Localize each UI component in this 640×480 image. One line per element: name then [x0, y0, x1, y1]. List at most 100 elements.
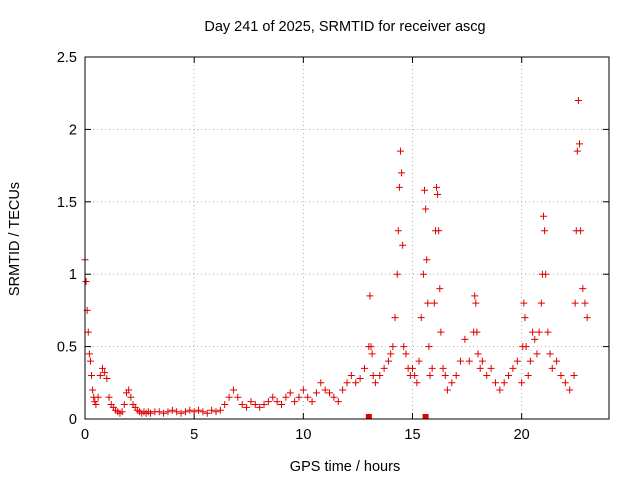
data-point: [461, 335, 469, 343]
data-point: [396, 147, 404, 155]
data-point: [570, 372, 578, 380]
data-point: [334, 398, 342, 406]
data-point: [513, 357, 521, 365]
data-point: [529, 328, 537, 336]
plot-area-frame: [84, 56, 610, 420]
data-point: [103, 374, 111, 382]
axis-ticks: 0 5 10 15 20 0 0.5 1 1.5 2 2.5: [57, 50, 609, 443]
y-tick-label: 1.5: [57, 195, 77, 211]
data-point: [84, 328, 92, 336]
x-axis-label: GPS time / hours: [290, 459, 400, 475]
data-point: [476, 364, 484, 372]
data-point: [553, 357, 561, 365]
data-point: [487, 364, 495, 372]
data-point: [411, 372, 419, 380]
data-point: [472, 299, 480, 307]
data-point: [155, 408, 163, 416]
data-point: [409, 364, 416, 372]
data-point: [295, 393, 303, 401]
data-point: [537, 299, 545, 307]
data-point: [371, 379, 379, 387]
data-point: [380, 364, 388, 372]
grid: [85, 57, 609, 419]
data-point: [127, 393, 135, 401]
y-tick-label: 2: [69, 122, 77, 138]
data-point: [221, 401, 229, 409]
data-point: [177, 409, 185, 417]
data-point: [520, 299, 528, 307]
x-tick-label: 0: [81, 427, 89, 443]
data-point: [247, 398, 255, 406]
data-point: [216, 406, 224, 414]
y-tick-label: 2.5: [57, 50, 77, 66]
data-point: [369, 372, 377, 380]
data-point: [491, 379, 499, 387]
data-point: [181, 408, 189, 416]
data-point: [413, 379, 421, 387]
data-point: [561, 379, 569, 387]
data-point: [436, 285, 444, 293]
data-point: [360, 364, 368, 372]
data-point: [522, 343, 530, 351]
data-point: [190, 408, 198, 416]
data-point: [457, 357, 465, 365]
data-point: [173, 408, 181, 416]
data-point: [234, 393, 242, 401]
data-point: [483, 372, 491, 380]
data-point: [164, 408, 172, 416]
data-point: [443, 386, 451, 394]
data-point: [391, 314, 399, 322]
data-point: [282, 393, 290, 401]
data-point: [212, 408, 220, 416]
data-point: [273, 398, 281, 406]
x-tick-label: 20: [514, 427, 530, 443]
data-point: [437, 328, 445, 336]
data-point: [330, 393, 338, 401]
data-point: [448, 379, 456, 387]
data-point: [566, 386, 574, 394]
data-point: [96, 372, 104, 380]
data-point: [426, 372, 434, 380]
data-point: [557, 372, 565, 380]
data-point: [425, 343, 433, 351]
data-point: [399, 241, 407, 249]
data-point: [299, 386, 307, 394]
data-point: [402, 350, 410, 358]
data-point: [120, 401, 128, 409]
data-point: [347, 372, 355, 380]
y-tick-label: 0: [69, 412, 77, 428]
data-point: [86, 357, 94, 365]
data-point: [98, 364, 106, 372]
x-tick-label: 10: [295, 427, 311, 443]
data-point: [542, 270, 550, 278]
data-point: [147, 409, 154, 417]
data-point: [398, 169, 406, 177]
data-point: [579, 285, 587, 293]
data-point: [423, 256, 431, 264]
data-point: [229, 386, 237, 394]
data-point: [424, 299, 432, 307]
data-point: [251, 401, 259, 409]
data-point: [160, 409, 168, 417]
data-point: [419, 270, 427, 278]
chart-title: Day 241 of 2025, SRMTID for receiver asc…: [204, 19, 485, 35]
data-point: [321, 386, 329, 394]
data-point: [118, 408, 126, 416]
data-point: [452, 372, 460, 380]
data-point: [573, 147, 581, 155]
data-point: [317, 379, 325, 387]
data-point: [308, 398, 316, 406]
data-point: [496, 386, 504, 394]
data-point: [439, 364, 447, 372]
data-point: [92, 401, 100, 409]
y-tick-label: 1: [69, 267, 77, 283]
data-point: [195, 406, 203, 414]
y-tick-label: 0.5: [57, 340, 77, 356]
data-point: [186, 406, 194, 414]
data-point: [546, 350, 554, 358]
data-point: [368, 350, 376, 358]
data-point: [521, 314, 529, 322]
data-point: [264, 398, 272, 406]
data-point: [571, 299, 579, 307]
